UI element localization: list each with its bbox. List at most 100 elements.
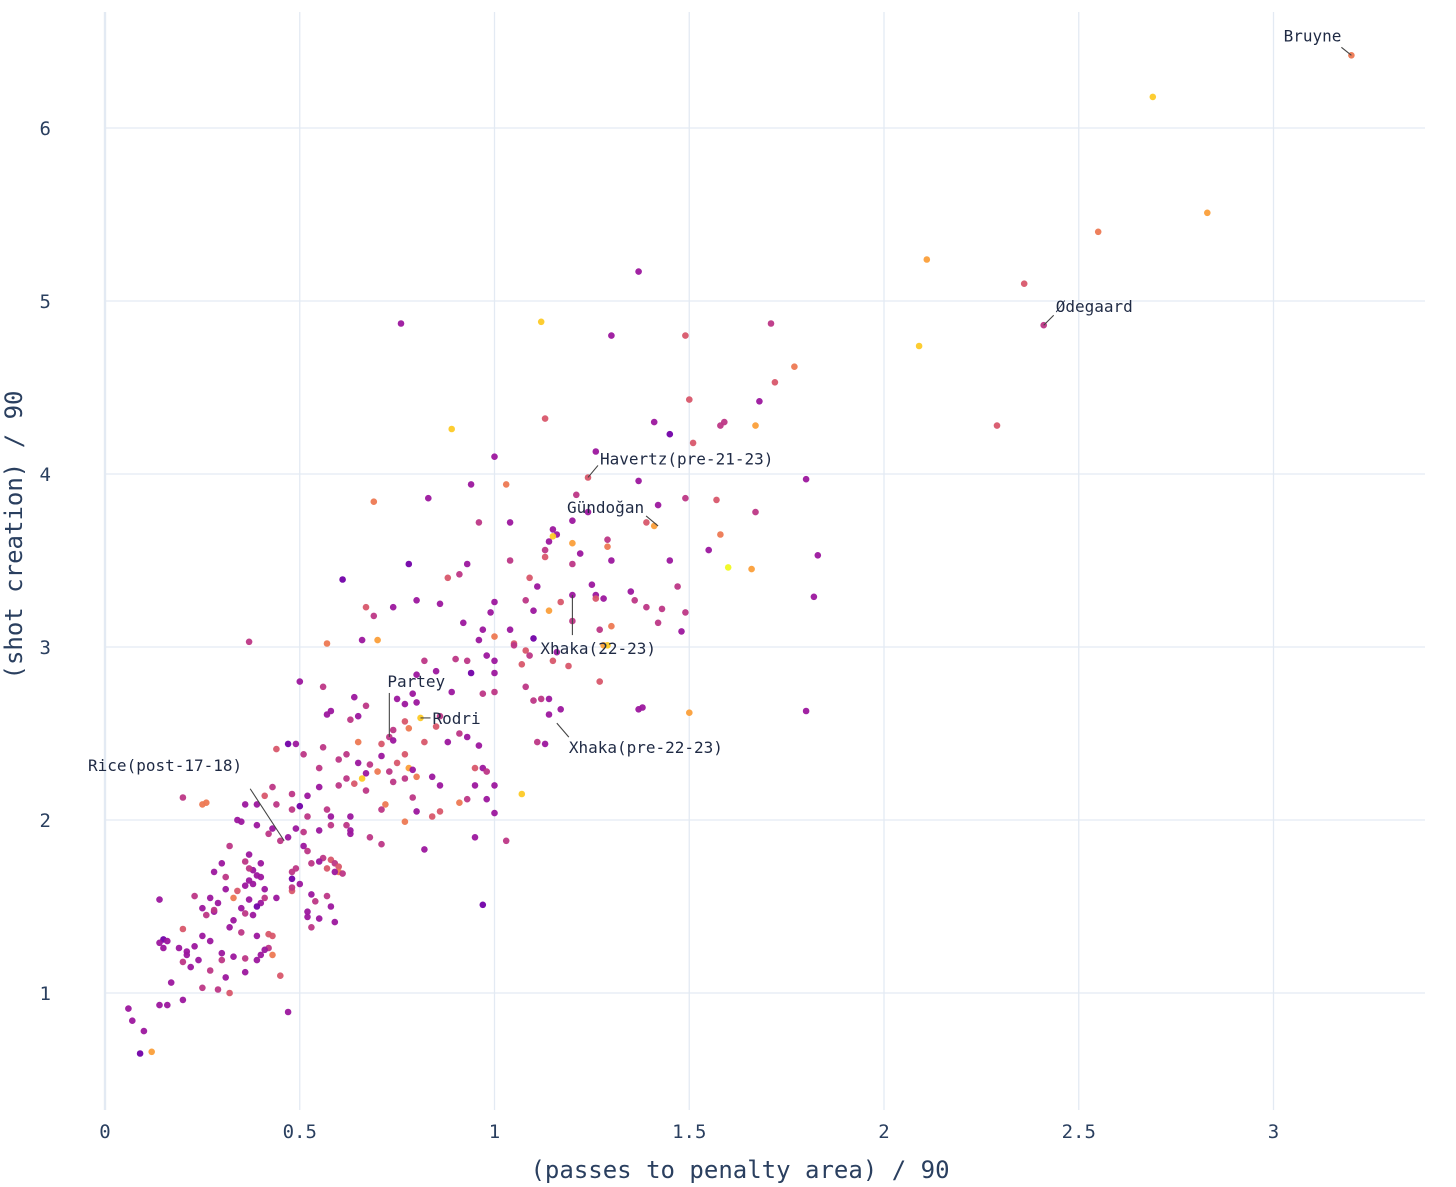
data-point <box>241 858 249 865</box>
data-point <box>288 875 296 883</box>
x-tick-label: 2.5 <box>1062 1121 1096 1143</box>
data-point <box>323 640 331 647</box>
data-point <box>288 884 296 891</box>
data-point <box>421 846 428 853</box>
data-point <box>284 1008 292 1016</box>
data-point <box>678 628 685 635</box>
data-point <box>635 268 642 275</box>
data-point <box>323 806 331 813</box>
data-point <box>148 1048 155 1056</box>
data-point <box>413 597 420 604</box>
data-point <box>467 669 475 677</box>
data-point <box>323 711 331 718</box>
data-point <box>1094 228 1102 236</box>
data-point <box>432 723 440 730</box>
data-point <box>565 662 572 670</box>
data-point <box>156 896 163 903</box>
data-point <box>491 809 498 817</box>
y-tick-label: 2 <box>40 810 51 832</box>
data-point <box>241 801 249 808</box>
data-point <box>164 1001 171 1009</box>
data-point <box>549 657 557 665</box>
x-tick-label: 0 <box>99 1121 110 1143</box>
data-point <box>522 683 529 691</box>
data-point <box>206 937 214 945</box>
data-point <box>541 740 549 748</box>
data-point <box>409 794 417 801</box>
data-point <box>401 818 409 825</box>
data-point <box>156 939 163 947</box>
data-point <box>436 808 444 815</box>
data-point <box>635 706 642 713</box>
data-point <box>771 379 779 386</box>
data-point <box>491 657 498 665</box>
data-point <box>304 813 311 820</box>
data-point <box>222 885 229 893</box>
data-point <box>327 821 335 829</box>
data-point <box>518 790 526 798</box>
data-point <box>604 536 611 543</box>
data-point <box>448 688 456 696</box>
data-point <box>366 761 374 768</box>
data-point <box>748 565 755 573</box>
data-point <box>125 1005 132 1012</box>
data-point <box>319 744 327 751</box>
x-tick-label: 2 <box>878 1121 889 1143</box>
data-point <box>401 751 409 758</box>
data-point <box>222 873 229 881</box>
data-point <box>245 851 253 858</box>
data-point <box>717 531 724 538</box>
data-point <box>444 574 452 582</box>
data-point <box>199 904 206 912</box>
data-point <box>682 332 689 339</box>
data-point <box>351 693 358 701</box>
data-point <box>370 612 378 620</box>
data-point <box>682 494 689 502</box>
data-point <box>277 837 284 845</box>
data-point <box>347 827 354 834</box>
data-point <box>475 636 483 644</box>
data-point <box>537 318 545 326</box>
data-point <box>203 911 210 919</box>
data-point <box>335 863 343 870</box>
data-point <box>923 256 931 263</box>
data-point <box>167 979 175 986</box>
data-point <box>467 481 475 488</box>
data-point <box>471 834 479 841</box>
data-point <box>238 904 245 912</box>
data-point <box>421 657 428 665</box>
data-point <box>300 842 307 850</box>
data-point <box>506 626 514 633</box>
data-point <box>592 595 600 602</box>
y-axis-title: (shot creation) / 90 <box>0 391 28 680</box>
y-tick-label: 1 <box>40 983 51 1005</box>
data-point <box>534 738 541 746</box>
data-point <box>304 908 311 915</box>
data-point <box>588 581 596 588</box>
data-point <box>635 477 642 485</box>
data-point <box>448 425 456 433</box>
data-point <box>436 600 444 608</box>
data-point <box>456 799 463 806</box>
data-point <box>545 538 553 545</box>
data-point <box>596 678 603 685</box>
data-point <box>335 756 343 763</box>
data-point <box>347 716 354 723</box>
data-point <box>374 768 381 775</box>
data-point <box>530 607 537 614</box>
data-point <box>315 915 323 922</box>
x-tick-label: 1.5 <box>672 1121 706 1143</box>
data-point <box>686 709 693 716</box>
data-point <box>195 956 202 964</box>
data-point <box>160 944 167 952</box>
data-point <box>541 415 549 422</box>
data-point <box>261 894 269 902</box>
data-point <box>370 498 378 506</box>
data-point <box>347 813 354 820</box>
data-point <box>354 759 362 767</box>
data-point <box>241 882 249 889</box>
data-point <box>502 837 510 845</box>
data-point <box>409 766 417 774</box>
data-point <box>362 603 370 611</box>
